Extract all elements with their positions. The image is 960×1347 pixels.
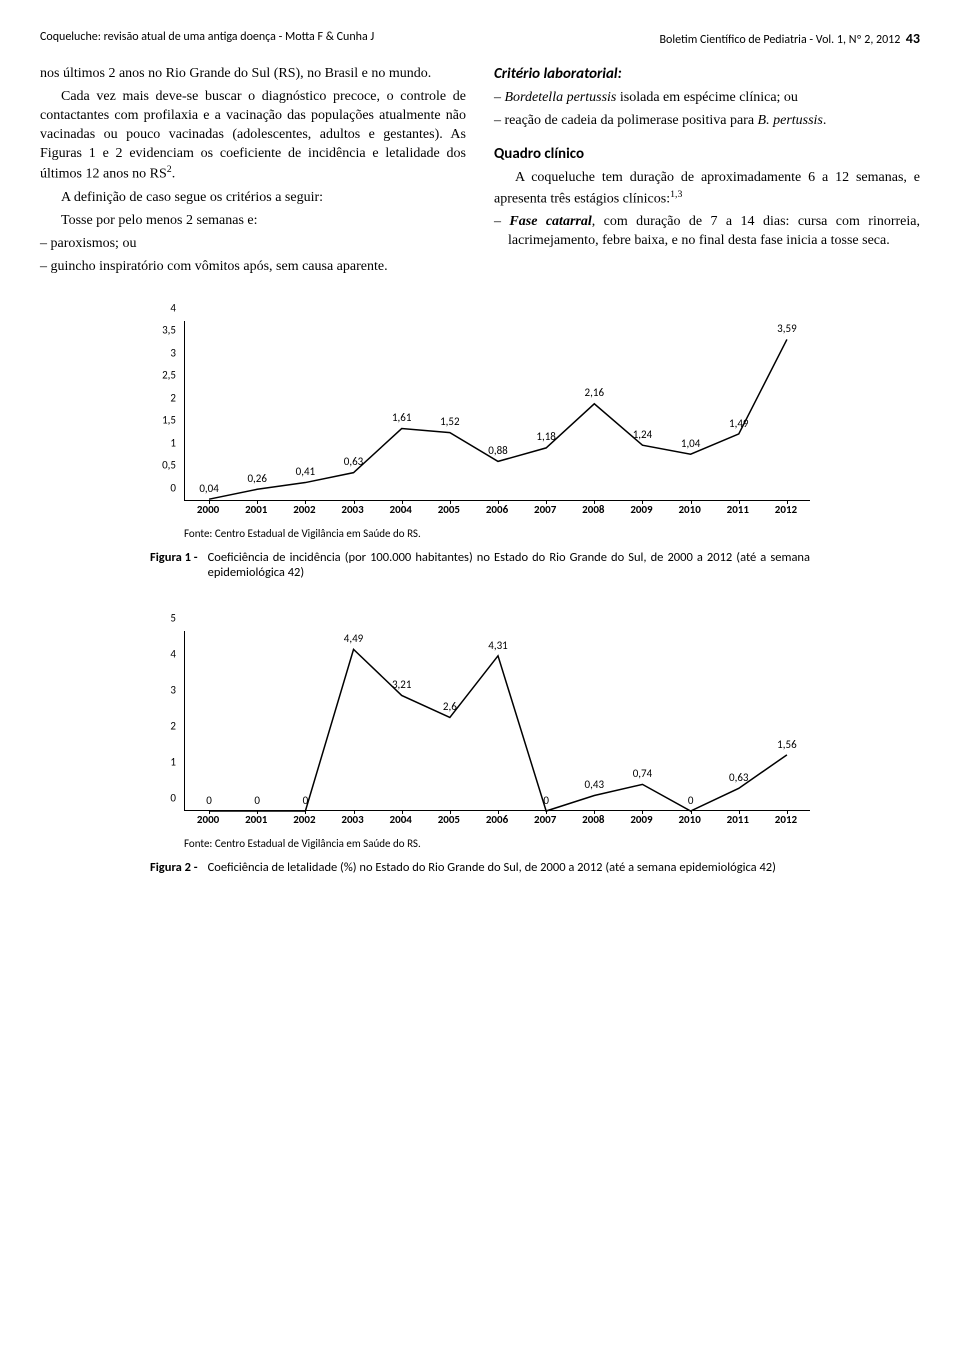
data-point-label: 1,61 bbox=[392, 411, 411, 424]
y-tick-label: 1,5 bbox=[162, 414, 176, 427]
x-tick-label: 2003 bbox=[328, 503, 376, 521]
list-item: Fase catarral, com duração de 7 a 14 dia… bbox=[508, 213, 920, 251]
x-tick-label: 2002 bbox=[280, 813, 328, 831]
x-tick-label: 2011 bbox=[714, 813, 762, 831]
bullet-list: Fase catarral, com duração de 7 a 14 dia… bbox=[494, 213, 920, 251]
data-point-label: 1,49 bbox=[729, 417, 748, 430]
x-tick-label: 2009 bbox=[617, 503, 665, 521]
y-tick-label: 0 bbox=[170, 481, 176, 494]
data-point-label: 0,63 bbox=[729, 771, 748, 784]
x-tick-label: 2000 bbox=[184, 503, 232, 521]
para: nos últimos 2 anos no Rio Grande do Sul … bbox=[40, 65, 466, 84]
x-tick-label: 2012 bbox=[762, 503, 810, 521]
section-heading: Quadro clínico bbox=[494, 145, 920, 163]
data-point-label: 1,56 bbox=[777, 738, 796, 751]
data-point-label: 3,21 bbox=[392, 678, 411, 691]
x-tick-label: 2010 bbox=[666, 813, 714, 831]
page-number: 43 bbox=[906, 30, 920, 47]
x-tick-label: 2001 bbox=[232, 503, 280, 521]
x-tick-label: 2008 bbox=[569, 813, 617, 831]
x-tick-label: 2009 bbox=[617, 813, 665, 831]
x-tick-label: 2003 bbox=[328, 813, 376, 831]
data-point-label: 4,49 bbox=[344, 632, 363, 645]
data-point-label: 0,26 bbox=[247, 472, 266, 485]
chart-1: 00,511,522,533,540,040,260,410,631,611,5… bbox=[150, 321, 810, 521]
y-tick-label: 3,5 bbox=[162, 324, 176, 337]
y-tick-label: 3 bbox=[170, 683, 176, 696]
data-point-label: 0 bbox=[688, 794, 694, 807]
figure-caption: Figura 1 - Coeficiência de incidência (p… bbox=[150, 550, 810, 581]
para: Cada vez mais deve-se buscar o diagnósti… bbox=[40, 88, 466, 185]
x-tick-label: 2005 bbox=[425, 503, 473, 521]
y-tick-label: 1 bbox=[170, 755, 176, 768]
bullet-list: paroxismos; ou guincho inspiratório com … bbox=[40, 235, 466, 277]
para: Tosse por pelo menos 2 semanas e: bbox=[40, 212, 466, 231]
data-point-label: 0,88 bbox=[488, 444, 507, 457]
x-tick-label: 2001 bbox=[232, 813, 280, 831]
chart-source: Fonte: Centro Estadual de Vigilância em … bbox=[184, 837, 810, 850]
x-tick-label: 2005 bbox=[425, 813, 473, 831]
chart-2: 0123450004,493,212,64,3100,430,7400,631,… bbox=[150, 631, 810, 831]
data-point-label: 1,52 bbox=[440, 415, 459, 428]
y-tick-label: 2 bbox=[170, 719, 176, 732]
y-tick-label: 0 bbox=[170, 791, 176, 804]
data-point-label: 1,18 bbox=[536, 431, 555, 444]
x-tick-label: 2006 bbox=[473, 813, 521, 831]
list-item: reação de cadeia da polimerase positiva … bbox=[508, 112, 920, 131]
data-point-label: 0,74 bbox=[633, 767, 652, 780]
header-right: Boletim Científico de Pediatria - Vol. 1… bbox=[660, 30, 921, 47]
header-left: Coqueluche: revisão atual de uma antiga … bbox=[40, 30, 374, 47]
x-tick-label: 2008 bbox=[569, 503, 617, 521]
x-tick-label: 2012 bbox=[762, 813, 810, 831]
y-tick-label: 4 bbox=[170, 647, 176, 660]
list-item: Bordetella pertussis isolada em espécime… bbox=[508, 89, 920, 108]
chart-source: Fonte: Centro Estadual de Vigilância em … bbox=[184, 527, 810, 540]
data-point-label: 2,16 bbox=[585, 386, 604, 399]
data-point-label: 1,04 bbox=[681, 437, 700, 450]
list-item: guincho inspiratório com vômitos após, s… bbox=[54, 258, 466, 277]
y-tick-label: 2 bbox=[170, 391, 176, 404]
data-point-label: 4,31 bbox=[488, 639, 507, 652]
figure-caption: Figura 2 - Coeficiência de letalidade (%… bbox=[150, 860, 810, 876]
x-tick-label: 2010 bbox=[666, 503, 714, 521]
y-tick-label: 4 bbox=[170, 301, 176, 314]
y-tick-label: 0,5 bbox=[162, 459, 176, 472]
data-point-label: 0 bbox=[206, 794, 212, 807]
right-column: Critério laboratorial: Bordetella pertus… bbox=[494, 65, 920, 281]
list-item: paroxismos; ou bbox=[54, 235, 466, 254]
data-point-label: 1,24 bbox=[633, 428, 652, 441]
data-point-label: 3,59 bbox=[777, 322, 796, 335]
x-tick-label: 2002 bbox=[280, 503, 328, 521]
figure-2: 0123450004,493,212,64,3100,430,7400,631,… bbox=[150, 631, 810, 876]
data-point-label: 0 bbox=[543, 794, 549, 807]
data-point-label: 0,41 bbox=[296, 465, 315, 478]
data-point-label: 0,63 bbox=[344, 455, 363, 468]
x-tick-label: 2007 bbox=[521, 813, 569, 831]
y-tick-label: 1 bbox=[170, 436, 176, 449]
data-point-label: 0,04 bbox=[199, 482, 218, 495]
x-tick-label: 2007 bbox=[521, 503, 569, 521]
left-column: nos últimos 2 anos no Rio Grande do Sul … bbox=[40, 65, 466, 281]
x-tick-label: 2004 bbox=[377, 503, 425, 521]
x-tick-label: 2000 bbox=[184, 813, 232, 831]
x-tick-label: 2006 bbox=[473, 503, 521, 521]
data-point-label: 0,43 bbox=[585, 778, 604, 791]
data-point-label: 0 bbox=[254, 794, 260, 807]
para: A definição de caso segue os critérios a… bbox=[40, 189, 466, 208]
x-tick-label: 2011 bbox=[714, 503, 762, 521]
bullet-list: Bordetella pertussis isolada em espécime… bbox=[494, 89, 920, 131]
para: A coqueluche tem duração de aproximadame… bbox=[494, 169, 920, 209]
section-heading: Critério laboratorial: bbox=[494, 65, 920, 83]
data-point-label: 0 bbox=[303, 794, 309, 807]
figure-1: 00,511,522,533,540,040,260,410,631,611,5… bbox=[150, 321, 810, 581]
running-head: Coqueluche: revisão atual de uma antiga … bbox=[40, 30, 920, 47]
y-tick-label: 5 bbox=[170, 611, 176, 624]
body-columns: nos últimos 2 anos no Rio Grande do Sul … bbox=[40, 65, 920, 281]
x-tick-label: 2004 bbox=[377, 813, 425, 831]
y-tick-label: 2,5 bbox=[162, 369, 176, 382]
y-tick-label: 3 bbox=[170, 346, 176, 359]
data-point-label: 2,6 bbox=[443, 700, 457, 713]
